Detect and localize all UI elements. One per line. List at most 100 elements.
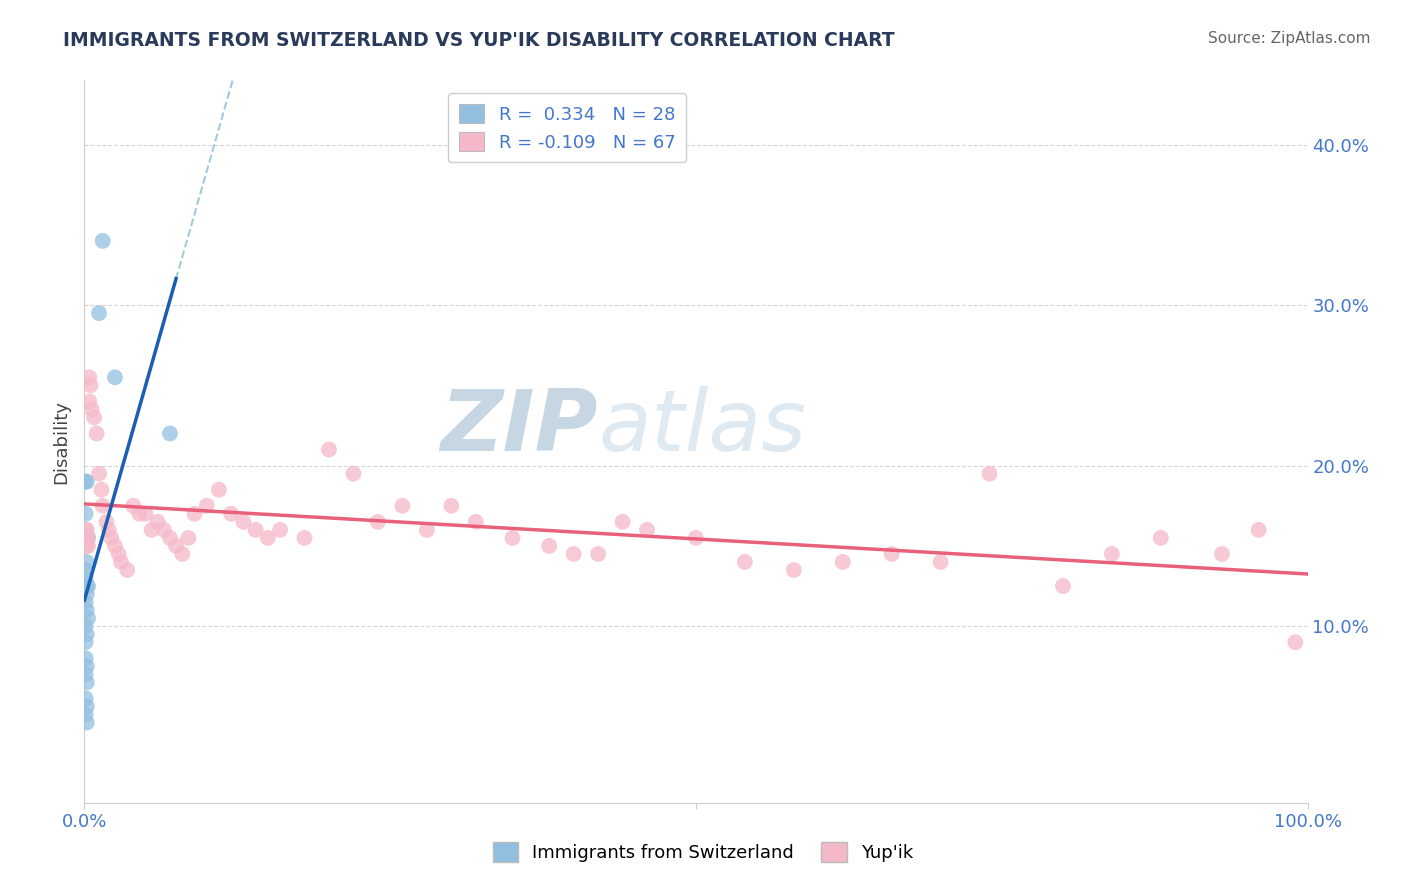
Point [75,667,97,681]
Point [135,507,157,521]
Point [141,523,163,537]
Point [75,635,97,649]
Point [586,547,609,561]
Point [562,547,585,561]
Point [502,531,524,545]
Point [75,691,97,706]
Point [76,603,98,617]
Point [91,499,114,513]
Point [76,475,98,489]
Point [79,378,101,392]
Point [75,523,97,537]
Point [75,563,97,577]
Point [294,531,316,545]
Point [416,523,439,537]
Point [342,467,364,481]
Text: Source: ZipAtlas.com: Source: ZipAtlas.com [1208,31,1371,46]
Point [979,467,1001,481]
Point [76,539,98,553]
Point [1247,523,1270,537]
Point [97,523,120,537]
Point [172,547,194,561]
Point [76,715,98,730]
Point [146,515,169,529]
Point [367,515,389,529]
Point [636,523,658,537]
Point [77,370,100,384]
Point [612,515,634,529]
Point [1052,579,1074,593]
Point [75,707,97,722]
Point [538,539,561,553]
Point [75,475,97,489]
Point [77,394,100,409]
Point [1284,635,1306,649]
Text: IMMIGRANTS FROM SWITZERLAND VS YUP'IK DISABILITY CORRELATION CHART: IMMIGRANTS FROM SWITZERLAND VS YUP'IK DI… [63,31,894,50]
Point [76,675,98,690]
Point [783,563,806,577]
Point [76,523,98,537]
Point [77,611,100,625]
Point [1150,531,1173,545]
Point [77,531,100,545]
Point [87,306,110,320]
Point [831,555,853,569]
Point [232,515,254,529]
Point [76,555,98,569]
Point [77,579,100,593]
Point [269,523,291,537]
Point [76,579,98,593]
Point [107,547,129,561]
Point [1211,547,1233,561]
Point [76,699,98,714]
Legend: R =  0.334   N = 28, R = -0.109   N = 67: R = 0.334 N = 28, R = -0.109 N = 67 [449,93,686,162]
Point [86,426,108,441]
Point [83,410,105,425]
Point [177,531,200,545]
Point [115,563,138,577]
Y-axis label: Disability: Disability [52,400,70,483]
Point [929,555,952,569]
Point [75,531,97,545]
Point [100,531,122,545]
Legend: Immigrants from Switzerland, Yup'ik: Immigrants from Switzerland, Yup'ik [485,835,921,870]
Point [440,499,463,513]
Point [685,531,707,545]
Point [159,426,181,441]
Point [257,531,280,545]
Point [104,539,127,553]
Point [75,651,97,665]
Point [245,523,267,537]
Point [219,507,242,521]
Point [318,442,340,457]
Point [1101,547,1123,561]
Point [75,571,97,585]
Point [80,402,103,417]
Point [128,507,150,521]
Text: ZIP: ZIP [440,385,598,468]
Point [195,499,218,513]
Point [208,483,231,497]
Point [96,515,118,529]
Text: atlas: atlas [598,385,806,468]
Point [734,555,756,569]
Point [391,499,413,513]
Point [87,467,110,481]
Point [75,507,97,521]
Point [75,595,97,609]
Point [183,507,205,521]
Point [880,547,903,561]
Point [76,627,98,641]
Point [75,619,97,633]
Point [77,539,100,553]
Point [122,499,145,513]
Point [165,539,187,553]
Point [91,234,114,248]
Point [77,531,100,545]
Point [464,515,486,529]
Point [153,523,176,537]
Point [90,483,112,497]
Point [110,555,132,569]
Point [104,370,127,384]
Point [159,531,181,545]
